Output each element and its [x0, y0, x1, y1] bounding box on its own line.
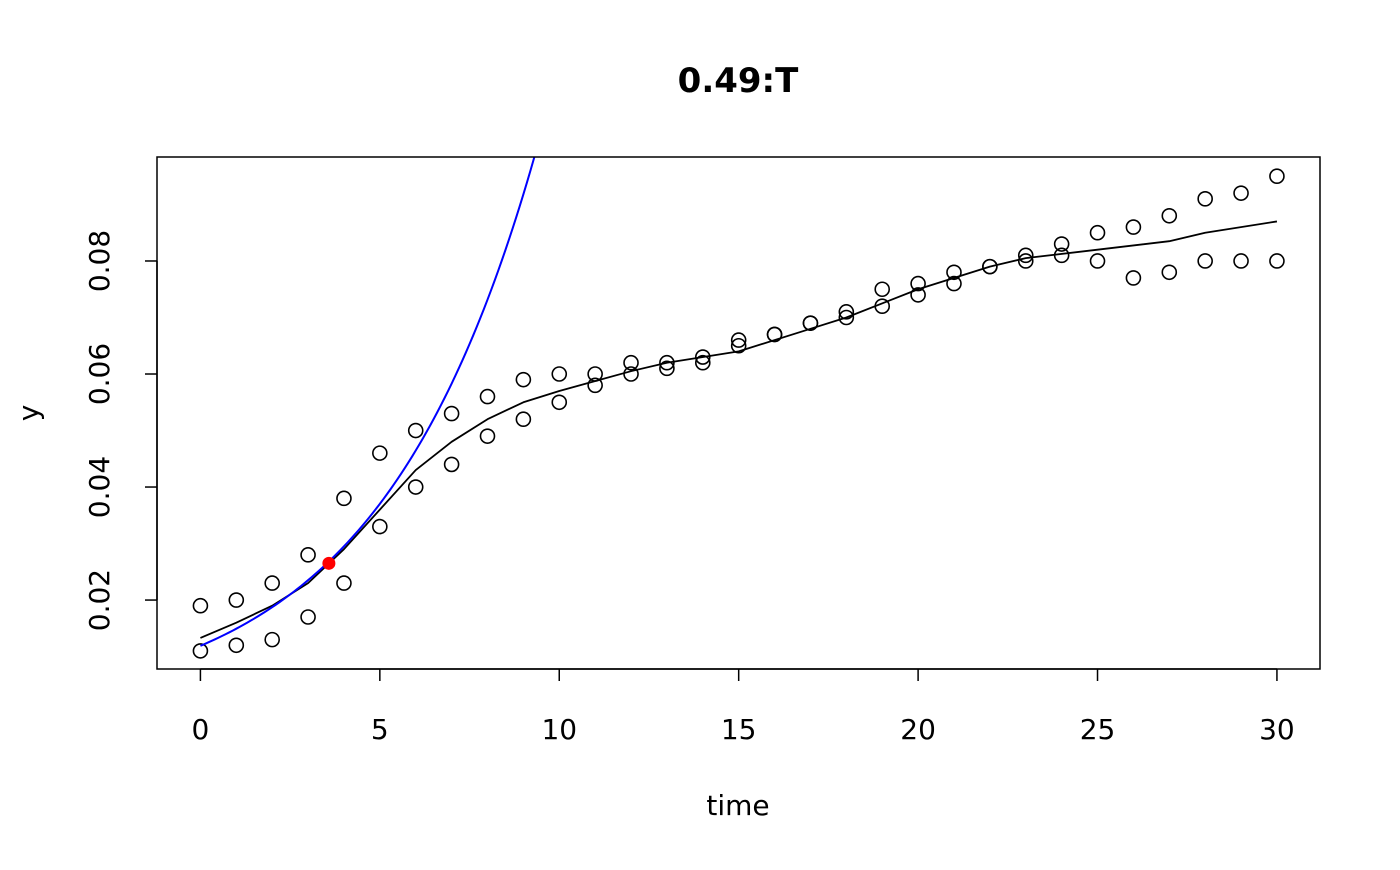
data-point: [479, 388, 496, 405]
chart-title: 0.49:T: [678, 61, 799, 101]
data-point: [802, 315, 819, 331]
data-point: [264, 631, 280, 648]
data-point: [766, 326, 783, 343]
data-point: [1125, 270, 1142, 286]
data-point: [730, 337, 747, 354]
data-point: [515, 411, 532, 428]
data-point: [1089, 224, 1106, 241]
data-point: [1233, 185, 1249, 201]
data-point: [479, 428, 496, 444]
data-point: [228, 637, 245, 654]
data-point: [443, 456, 460, 473]
data-point: [587, 377, 603, 394]
data-point: [1053, 236, 1070, 252]
data-point: [1017, 247, 1034, 264]
x-tick-label: 30: [1259, 713, 1295, 746]
y-axis-label: y: [12, 405, 45, 422]
plot-frame: [156, 156, 1321, 670]
y-tick-label: 0.08: [83, 230, 116, 292]
x-tick-label: 0: [192, 713, 210, 746]
data-point: [372, 518, 388, 535]
x-tick-label: 20: [900, 713, 936, 746]
data-point: [1233, 253, 1249, 269]
data-point: [407, 479, 424, 495]
x-tick-label: 15: [721, 713, 757, 746]
data-point: [300, 609, 316, 625]
exponential-curve: [200, 157, 536, 647]
data-point: [946, 264, 962, 281]
data-point: [623, 354, 639, 371]
data-point: [982, 258, 998, 275]
data-point: [300, 547, 316, 563]
x-axis-label: time: [706, 789, 769, 822]
x-tick-label: 25: [1080, 713, 1116, 746]
data-point: [694, 354, 711, 371]
data-point: [551, 394, 568, 411]
data-point: [1269, 168, 1285, 185]
data-point: [659, 354, 675, 371]
data-point: [1197, 191, 1213, 207]
data-point: [694, 349, 711, 365]
data-point: [407, 422, 424, 439]
data-point: [838, 309, 855, 326]
data-point: [946, 275, 962, 292]
data-point: [264, 575, 280, 591]
y-tick-label: 0.02: [83, 569, 116, 631]
y-tick-label: 0.04: [83, 456, 116, 518]
data-point: [336, 575, 352, 591]
x-tick-label: 5: [371, 713, 389, 746]
data-point: [228, 592, 245, 608]
data-point: [192, 643, 209, 659]
highlight-point: [322, 556, 336, 570]
data-point: [730, 332, 747, 348]
data-point: [1089, 253, 1106, 269]
data-point: [1017, 253, 1034, 269]
data-point: [1161, 264, 1178, 281]
data-point: [336, 490, 352, 507]
x-tick-label: 10: [541, 713, 577, 746]
y-tick-label: 0.06: [83, 343, 116, 405]
data-point: [1161, 207, 1178, 224]
data-point: [659, 360, 675, 377]
data-point: [443, 405, 460, 422]
data-point: [910, 287, 926, 303]
data-point: [372, 445, 388, 461]
data-point: [192, 597, 209, 614]
data-point: [910, 275, 926, 292]
data-point: [874, 281, 891, 298]
data-point: [551, 366, 568, 382]
fit-curve: [200, 220, 1278, 639]
data-point: [838, 304, 855, 320]
data-point: [515, 371, 532, 388]
data-point: [1269, 253, 1285, 269]
data-point: [1197, 253, 1213, 269]
data-point: [1125, 219, 1142, 235]
